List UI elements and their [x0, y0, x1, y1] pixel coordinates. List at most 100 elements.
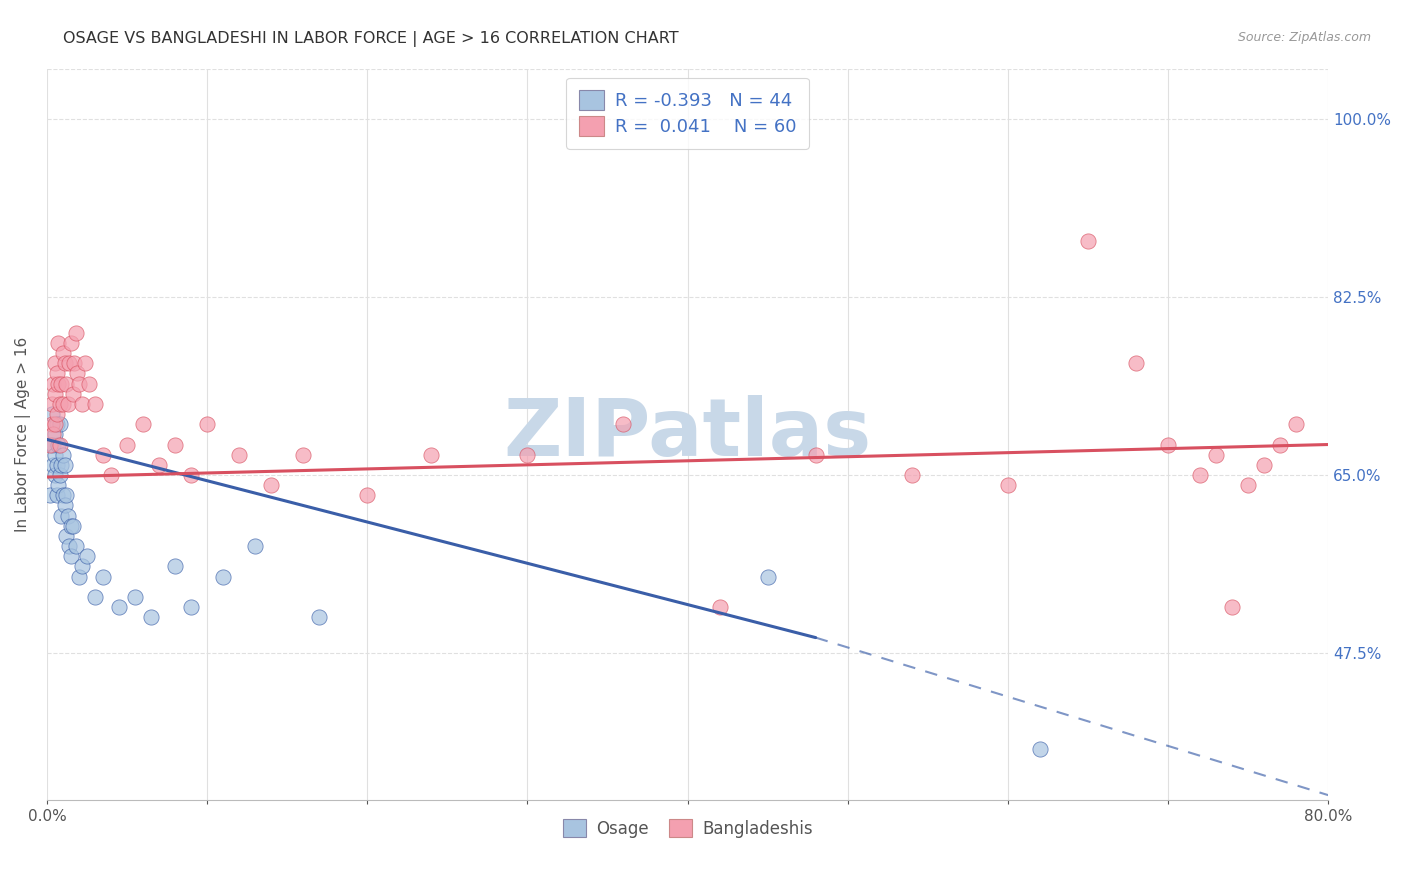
Point	[49, 468, 72, 483]
Point	[41, 437, 63, 451]
Point	[1220, 600, 1243, 615]
Point	[66, 367, 89, 381]
Point	[65, 539, 87, 553]
Point	[292, 448, 315, 462]
Point	[59, 335, 82, 350]
Point	[63, 356, 86, 370]
Point	[77, 376, 100, 391]
Point	[165, 559, 187, 574]
Point	[804, 448, 827, 462]
Point	[41, 397, 63, 411]
Text: ZIPatlas: ZIPatlas	[503, 395, 872, 474]
Point	[52, 488, 75, 502]
Point	[612, 417, 634, 432]
Point	[75, 356, 97, 370]
Point	[45, 488, 67, 502]
Point	[59, 518, 82, 533]
Point	[44, 417, 66, 432]
Point	[756, 569, 779, 583]
Point	[139, 610, 162, 624]
Point	[84, 590, 107, 604]
Point	[1125, 356, 1147, 370]
Point	[1189, 468, 1212, 483]
Point	[1029, 742, 1052, 756]
Point	[124, 590, 146, 604]
Point	[42, 376, 65, 391]
Point	[62, 518, 84, 533]
Point	[356, 488, 378, 502]
Point	[76, 549, 98, 564]
Point	[62, 386, 84, 401]
Point	[115, 437, 138, 451]
Point	[46, 437, 69, 451]
Point	[308, 610, 330, 624]
Point	[44, 427, 66, 442]
Point	[55, 488, 77, 502]
Y-axis label: In Labor Force | Age > 16: In Labor Force | Age > 16	[15, 337, 31, 532]
Point	[58, 539, 80, 553]
Point	[53, 499, 76, 513]
Point	[39, 437, 62, 451]
Point	[55, 529, 77, 543]
Point	[1237, 478, 1260, 492]
Point	[51, 376, 73, 391]
Point	[39, 488, 62, 502]
Point	[1205, 448, 1227, 462]
Point	[49, 417, 72, 432]
Point	[45, 367, 67, 381]
Point	[53, 356, 76, 370]
Point	[997, 478, 1019, 492]
Point	[260, 478, 283, 492]
Point	[148, 458, 170, 472]
Text: Source: ZipAtlas.com: Source: ZipAtlas.com	[1237, 31, 1371, 45]
Point	[228, 448, 250, 462]
Point	[709, 600, 731, 615]
Point	[1268, 437, 1291, 451]
Point	[45, 407, 67, 421]
Point	[420, 448, 443, 462]
Point	[67, 376, 90, 391]
Point	[108, 600, 131, 615]
Point	[44, 386, 66, 401]
Point	[132, 417, 155, 432]
Point	[52, 346, 75, 360]
Point	[52, 448, 75, 462]
Point	[52, 397, 75, 411]
Point	[46, 335, 69, 350]
Legend: Osage, Bangladeshis: Osage, Bangladeshis	[555, 813, 820, 845]
Point	[46, 478, 69, 492]
Point	[42, 458, 65, 472]
Point	[100, 468, 122, 483]
Point	[45, 458, 67, 472]
Point	[44, 448, 66, 462]
Point	[65, 326, 87, 340]
Text: OSAGE VS BANGLADESHI IN LABOR FORCE | AGE > 16 CORRELATION CHART: OSAGE VS BANGLADESHI IN LABOR FORCE | AG…	[63, 31, 679, 47]
Point	[1077, 234, 1099, 248]
Point	[45, 417, 67, 432]
Point	[180, 600, 202, 615]
Point	[1253, 458, 1275, 472]
Point	[42, 427, 65, 442]
Point	[243, 539, 266, 553]
Point	[56, 397, 79, 411]
Point	[58, 356, 80, 370]
Point	[165, 437, 187, 451]
Point	[84, 397, 107, 411]
Point	[70, 397, 93, 411]
Point	[49, 437, 72, 451]
Point	[41, 407, 63, 421]
Point	[41, 417, 63, 432]
Point	[59, 549, 82, 564]
Point	[46, 376, 69, 391]
Point	[212, 569, 235, 583]
Point	[195, 417, 218, 432]
Point	[900, 468, 922, 483]
Point	[1157, 437, 1180, 451]
Point	[180, 468, 202, 483]
Point	[42, 437, 65, 451]
Point	[70, 559, 93, 574]
Point	[91, 569, 114, 583]
Point	[49, 397, 72, 411]
Point	[51, 458, 73, 472]
Point	[1285, 417, 1308, 432]
